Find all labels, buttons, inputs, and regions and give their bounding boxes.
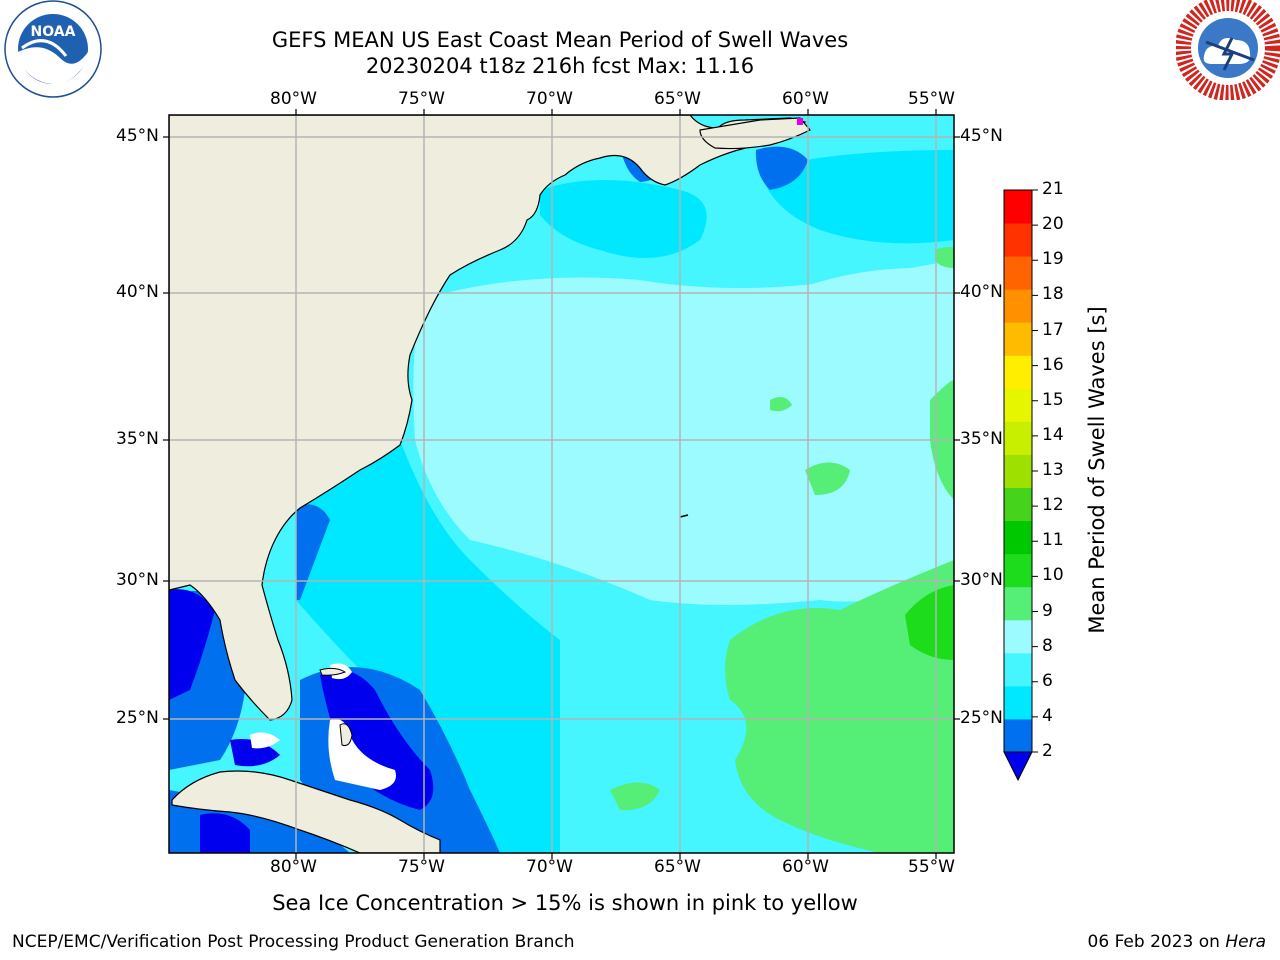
colorbar-tick-label: 12 bbox=[1042, 495, 1064, 516]
colorbar-tick-label: 2 bbox=[1042, 741, 1053, 761]
swell-8-9-east bbox=[770, 268, 954, 467]
lon-label-top: 80°W bbox=[270, 89, 317, 109]
lat-label-right: 25°N bbox=[960, 708, 1003, 728]
swell-below-2-bahamas bbox=[320, 670, 434, 810]
swell-2-4-nova-scotia bbox=[755, 146, 808, 190]
swell-10-11-core bbox=[905, 585, 954, 660]
machine-name: Hera bbox=[1225, 932, 1266, 952]
lon-label-bottom: 60°W bbox=[782, 857, 829, 877]
colorbar-segment bbox=[1004, 289, 1032, 323]
lon-label-top: 55°W bbox=[908, 89, 955, 109]
lon-label-top: 75°W bbox=[398, 89, 445, 109]
lon-label-top: 70°W bbox=[526, 89, 573, 109]
lat-label-right: 30°N bbox=[960, 570, 1003, 590]
colorbar bbox=[1003, 189, 1038, 782]
colorbar-tick-label: 4 bbox=[1042, 705, 1053, 726]
land-sea-ice-marker bbox=[797, 118, 803, 125]
map-gridlines bbox=[169, 115, 954, 853]
lat-label-left: 25°N bbox=[116, 708, 159, 728]
colorbar-tick-label: 18 bbox=[1042, 284, 1064, 305]
lat-label-left: 35°N bbox=[116, 429, 159, 449]
colorbar-segment bbox=[1004, 619, 1032, 654]
chart-title: GEFS MEAN US East Coast Mean Period of S… bbox=[271, 28, 849, 52]
colorbar-tick-label: 10 bbox=[1042, 565, 1064, 586]
lon-label-bottom: 80°W bbox=[270, 857, 317, 877]
lon-label-bottom: 65°W bbox=[654, 857, 701, 877]
swell-9-10-southeast bbox=[725, 560, 954, 853]
colorbar-extend-triangle bbox=[1003, 751, 1033, 782]
swell-9-10-patch-b bbox=[805, 462, 850, 495]
lon-label-bottom: 55°W bbox=[908, 857, 955, 877]
swell-9-10-patch-a bbox=[610, 782, 660, 811]
swell-4-6-northeast bbox=[540, 180, 707, 258]
colorbar-segment bbox=[1004, 223, 1032, 257]
swell-9-10-patch-e bbox=[935, 246, 954, 268]
map-frame bbox=[168, 114, 955, 854]
colorbar-segment bbox=[1004, 718, 1032, 753]
colorbar-tick-label: 17 bbox=[1042, 319, 1064, 340]
colorbar-segment bbox=[1004, 652, 1032, 687]
swell-4-6-nearshore bbox=[296, 440, 560, 853]
date-text: 06 Feb 2023 on bbox=[1087, 932, 1226, 952]
colorbar-tick-label: 13 bbox=[1042, 460, 1064, 480]
land-nova-scotia bbox=[699, 117, 811, 150]
lon-label-top: 65°W bbox=[654, 89, 701, 109]
colorbar-tick-label: 9 bbox=[1042, 600, 1053, 621]
swell-below-2-gulf bbox=[169, 589, 215, 700]
colorbar-tick-label: 16 bbox=[1042, 354, 1064, 375]
colorbar-tick-label: 19 bbox=[1042, 249, 1064, 270]
colorbar-segment bbox=[1004, 421, 1032, 455]
colorbar-segment bbox=[1004, 388, 1032, 422]
run-date: 06 Feb 2023 on Hera bbox=[1088, 932, 1266, 952]
noaa-logo: NOAA bbox=[2, 0, 104, 100]
colorbar-title: Mean Period of Swell Waves [s] bbox=[1085, 306, 1109, 634]
colorbar-tick-label: 8 bbox=[1042, 635, 1053, 656]
land-cuba bbox=[171, 770, 441, 853]
land-bahamas-andros bbox=[339, 723, 353, 746]
colorbar-tick-label: 15 bbox=[1042, 389, 1064, 410]
colorbar-tick-label: 11 bbox=[1042, 530, 1064, 551]
colorbar-segment bbox=[1004, 553, 1032, 588]
swell-9-10-patch-d bbox=[770, 396, 792, 412]
land-bermuda bbox=[679, 514, 689, 518]
colorbar-segment bbox=[1004, 520, 1032, 555]
colorbar-segment bbox=[1004, 685, 1032, 720]
colorbar-segment bbox=[1004, 355, 1032, 389]
lat-label-left: 30°N bbox=[116, 570, 159, 590]
colorbar-segment bbox=[1004, 322, 1032, 356]
lon-label-bottom: 70°W bbox=[526, 857, 573, 877]
lon-label-top: 60°W bbox=[782, 89, 829, 109]
lat-label-right: 45°N bbox=[960, 126, 1003, 146]
sea-ice-note: Sea Ice Concentration > 15% is shown in … bbox=[272, 891, 858, 915]
lat-label-right: 35°N bbox=[960, 429, 1003, 449]
chart-subtitle: 20230204 t18z 216h fcst Max: 11.16 bbox=[365, 54, 755, 78]
map-area bbox=[169, 115, 954, 853]
lon-label-bottom: 75°W bbox=[398, 857, 445, 877]
land-north-america bbox=[169, 115, 807, 721]
colorbar-tick-label: 14 bbox=[1042, 424, 1064, 445]
nws-logo bbox=[1176, 0, 1280, 100]
colorbar-segment bbox=[1004, 454, 1032, 489]
colorbar-segment bbox=[1004, 487, 1032, 522]
colorbar-tick-label: 20 bbox=[1042, 214, 1064, 235]
swell-2-4-georgia-bight bbox=[296, 504, 330, 600]
colorbar-tick-label: 21 bbox=[1042, 179, 1064, 199]
swell-below-2-cuba-south bbox=[200, 813, 250, 853]
lat-label-left: 45°N bbox=[116, 126, 159, 146]
map-ticks bbox=[163, 109, 960, 859]
svg-text:NOAA: NOAA bbox=[31, 24, 76, 40]
lat-label-right: 40°N bbox=[960, 282, 1003, 302]
credit-text: NCEP/EMC/Verification Post Processing Pr… bbox=[12, 932, 575, 952]
no-data-florida-bay bbox=[250, 732, 280, 749]
colorbar-tick-label: 6 bbox=[1042, 670, 1053, 691]
land-bahamas-grand bbox=[319, 667, 347, 676]
colorbar-segment bbox=[1004, 256, 1032, 290]
lat-label-left: 40°N bbox=[116, 282, 159, 302]
colorbar-segment bbox=[1004, 586, 1032, 621]
colorbar-segment bbox=[1004, 190, 1032, 224]
